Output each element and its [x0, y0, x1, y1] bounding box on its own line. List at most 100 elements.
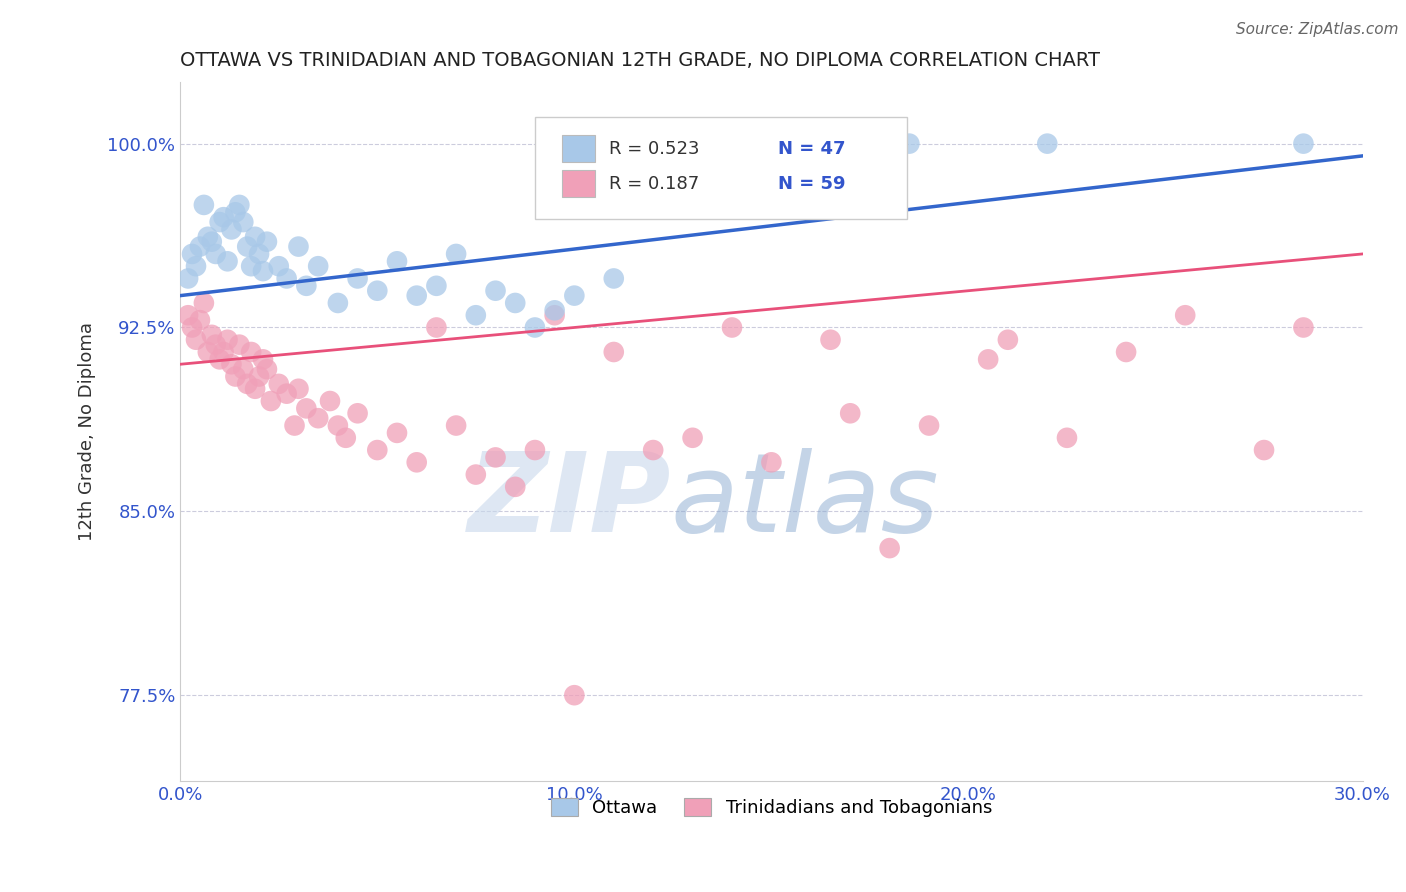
Point	[177, 271, 200, 285]
Point	[643, 443, 665, 458]
Point	[977, 352, 1000, 367]
Point	[1115, 345, 1137, 359]
Point	[366, 284, 388, 298]
Point	[464, 467, 486, 482]
Point	[484, 284, 506, 298]
Point	[240, 259, 263, 273]
Point	[252, 352, 274, 367]
Point	[335, 431, 357, 445]
Point	[193, 296, 215, 310]
Point	[295, 401, 318, 416]
Point	[204, 247, 226, 261]
Point	[1036, 136, 1059, 151]
Point	[603, 345, 626, 359]
Point	[283, 418, 305, 433]
Point	[1174, 308, 1197, 322]
Point	[307, 259, 329, 273]
Point	[1056, 431, 1078, 445]
Point	[562, 288, 585, 302]
Point	[197, 345, 219, 359]
Text: R = 0.187: R = 0.187	[609, 175, 700, 193]
Point	[201, 327, 224, 342]
Point	[839, 136, 862, 151]
Point	[217, 254, 239, 268]
Point	[405, 455, 427, 469]
Point	[221, 357, 243, 371]
Point	[208, 352, 231, 367]
Point	[346, 406, 368, 420]
Point	[523, 443, 546, 458]
Point	[267, 259, 290, 273]
FancyBboxPatch shape	[534, 117, 907, 219]
Point	[247, 247, 270, 261]
Point	[240, 345, 263, 359]
Point	[444, 247, 467, 261]
Point	[287, 239, 309, 253]
Point	[366, 443, 388, 458]
Point	[236, 239, 259, 253]
Point	[267, 376, 290, 391]
Point	[247, 369, 270, 384]
Point	[682, 431, 704, 445]
Point	[295, 278, 318, 293]
Point	[212, 210, 235, 224]
Bar	[562, 136, 595, 162]
Text: N = 47: N = 47	[779, 140, 846, 158]
Point	[425, 320, 447, 334]
Point	[181, 247, 204, 261]
Point	[523, 320, 546, 334]
Point	[232, 362, 254, 376]
Text: ZIP: ZIP	[467, 448, 671, 555]
Point	[252, 264, 274, 278]
Text: atlas: atlas	[671, 448, 939, 555]
Point	[1292, 136, 1315, 151]
Point	[918, 418, 941, 433]
Point	[1253, 443, 1275, 458]
Point	[385, 425, 408, 440]
Bar	[562, 170, 595, 197]
Point	[741, 136, 763, 151]
Point	[464, 308, 486, 322]
Point	[232, 215, 254, 229]
Text: R = 0.523: R = 0.523	[609, 140, 700, 158]
Point	[188, 239, 211, 253]
Text: OTTAWA VS TRINIDADIAN AND TOBAGONIAN 12TH GRADE, NO DIPLOMA CORRELATION CHART: OTTAWA VS TRINIDADIAN AND TOBAGONIAN 12T…	[180, 51, 1101, 70]
Point	[346, 271, 368, 285]
Point	[503, 480, 526, 494]
Point	[761, 136, 783, 151]
Point	[197, 229, 219, 244]
Point	[276, 386, 298, 401]
Point	[543, 308, 565, 322]
Point	[503, 296, 526, 310]
Point	[820, 333, 842, 347]
Point	[204, 337, 226, 351]
Point	[839, 406, 862, 420]
Point	[228, 198, 250, 212]
Point	[188, 313, 211, 327]
Point	[326, 418, 349, 433]
Point	[425, 278, 447, 293]
Point	[1292, 320, 1315, 334]
Point	[208, 215, 231, 229]
Point	[326, 296, 349, 310]
Point	[228, 337, 250, 351]
Point	[319, 394, 342, 409]
Point	[898, 136, 921, 151]
Text: Source: ZipAtlas.com: Source: ZipAtlas.com	[1236, 22, 1399, 37]
Point	[484, 450, 506, 465]
Point	[224, 369, 246, 384]
Point	[276, 271, 298, 285]
Point	[287, 382, 309, 396]
Legend: Ottawa, Trinidadians and Tobagonians: Ottawa, Trinidadians and Tobagonians	[543, 790, 1000, 824]
Point	[562, 688, 585, 702]
Point	[177, 308, 200, 322]
Point	[201, 235, 224, 249]
Point	[761, 455, 783, 469]
Point	[184, 259, 207, 273]
Point	[385, 254, 408, 268]
Point	[721, 320, 744, 334]
Point	[181, 320, 204, 334]
Point	[236, 376, 259, 391]
Y-axis label: 12th Grade, No Diploma: 12th Grade, No Diploma	[79, 322, 96, 541]
Point	[721, 136, 744, 151]
